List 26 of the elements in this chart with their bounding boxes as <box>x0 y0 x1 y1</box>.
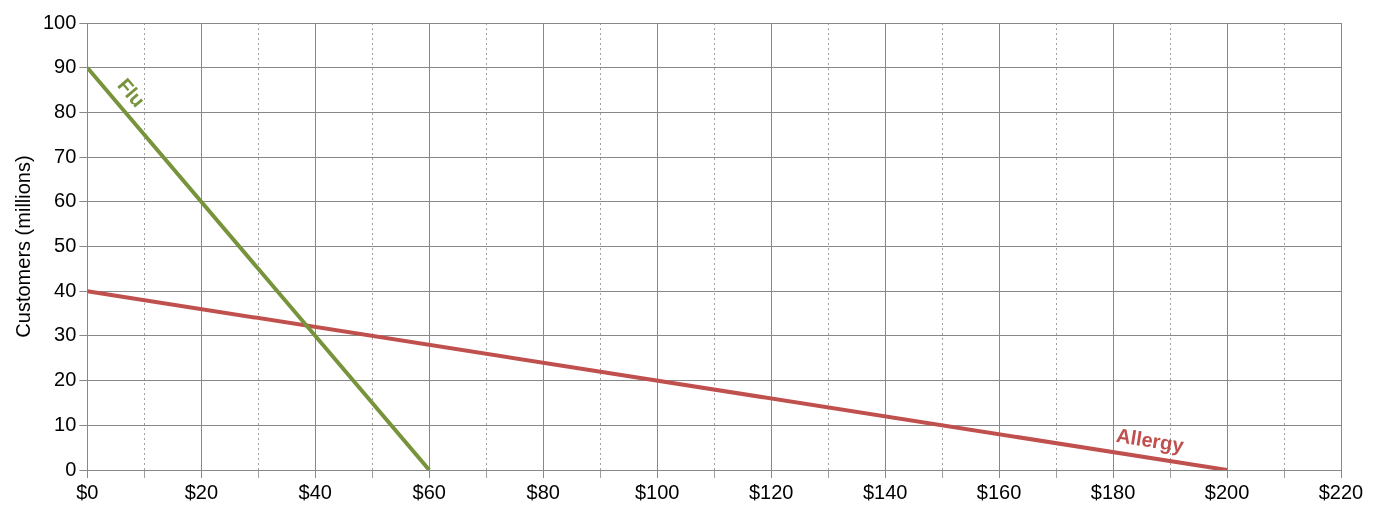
x-tick-label: $100 <box>634 480 680 503</box>
y-tick-label: 0 <box>65 457 77 480</box>
y-tick-label: 100 <box>42 10 77 33</box>
y-tick-label: 80 <box>54 99 77 122</box>
y-tick-label: 10 <box>54 412 77 435</box>
y-tick-label: 60 <box>54 189 77 212</box>
text: Allergy <box>1114 424 1187 457</box>
x-tick-label: $120 <box>748 480 794 503</box>
y-tick-label: 50 <box>54 234 77 257</box>
x-tick-label: $80 <box>526 480 560 503</box>
text: Flu <box>113 74 150 112</box>
x-tick-label: $160 <box>976 480 1022 503</box>
x-tick-label: $40 <box>298 480 332 503</box>
x-tick-label: $200 <box>1204 480 1250 503</box>
x-tick-label: $60 <box>412 480 446 503</box>
x-tick-label: $140 <box>862 480 908 503</box>
x-tick-label: $20 <box>184 480 219 503</box>
y-tick-label: 90 <box>54 55 77 78</box>
x-tick-label: $0 <box>76 480 99 503</box>
y-tick-label: 20 <box>54 368 77 391</box>
x-tick-label: $180 <box>1090 480 1136 503</box>
y-tick-label: 40 <box>54 278 77 301</box>
y-axis-title: Customers (millions) <box>11 155 34 338</box>
y-tick-label: 30 <box>54 323 77 346</box>
y-tick-label: 70 <box>54 144 77 167</box>
x-tick-label: $220 <box>1318 480 1364 503</box>
